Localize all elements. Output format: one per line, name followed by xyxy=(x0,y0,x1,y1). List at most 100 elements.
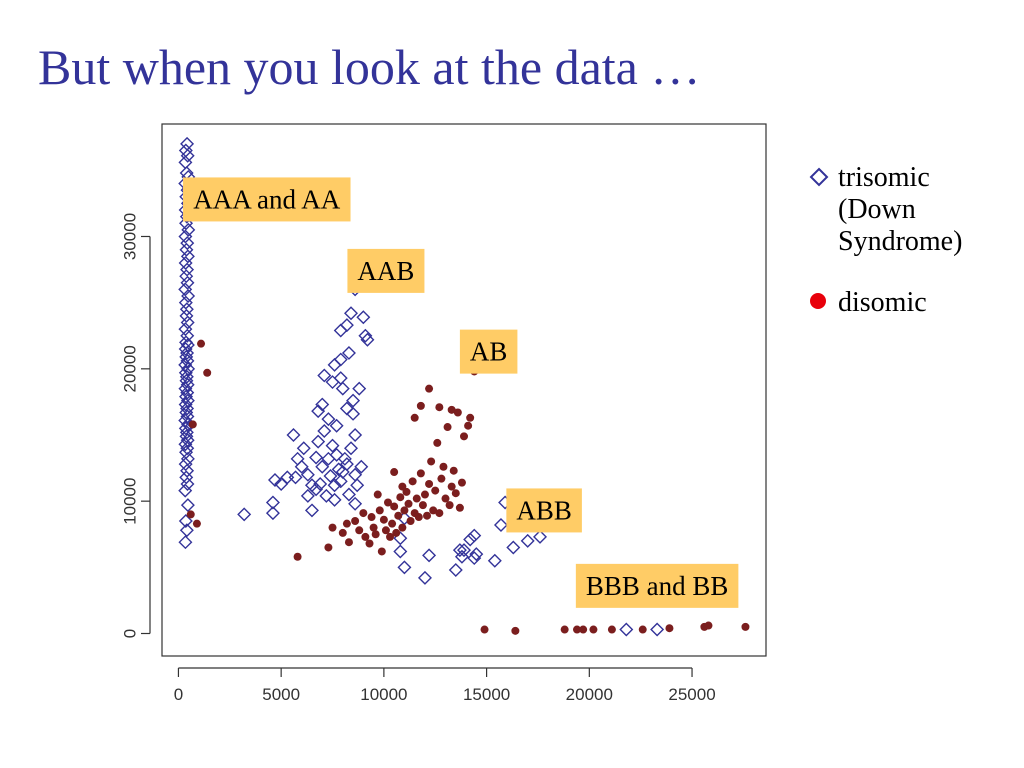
disomic-point xyxy=(435,403,444,412)
trisomic-point xyxy=(178,483,193,498)
disomic-point xyxy=(344,538,353,547)
x-tick-label: 20000 xyxy=(566,685,613,704)
disomic-point xyxy=(371,530,380,539)
trisomic-point xyxy=(178,282,193,297)
trisomic-point xyxy=(467,528,482,543)
disomic-point xyxy=(398,523,407,532)
trisomic-point xyxy=(180,385,195,400)
trisomic-point xyxy=(339,401,354,416)
disomic-point xyxy=(443,423,452,432)
trisomic-point xyxy=(346,393,361,408)
disomic-point xyxy=(383,498,392,507)
disomic-point xyxy=(589,625,598,634)
trisomic-point xyxy=(520,533,535,548)
disomic-point xyxy=(394,511,403,520)
disomic-point xyxy=(365,539,374,548)
trisomic-point xyxy=(341,487,356,502)
disomic-point xyxy=(338,528,347,537)
trisomic-point xyxy=(448,562,463,577)
trisomic-point xyxy=(469,547,484,562)
disomic-point xyxy=(437,474,446,483)
region-label: AAA and AA xyxy=(193,184,340,214)
disomic-point xyxy=(373,490,382,499)
legend-item-trisomic: trisomic (Down Syndrome) xyxy=(808,162,1008,259)
trisomic-point xyxy=(506,540,521,555)
trisomic-point xyxy=(397,560,412,575)
trisomic-point xyxy=(454,549,469,564)
trisomic-point xyxy=(178,535,193,550)
trisomic-point xyxy=(178,413,193,428)
trisomic-point xyxy=(265,495,280,510)
trisomic-point xyxy=(181,222,196,237)
trisomic-point xyxy=(354,459,369,474)
slide-title: But when you look at the data … xyxy=(38,39,701,95)
disomic-point xyxy=(355,526,364,535)
trisomic-point xyxy=(180,409,195,424)
disomic-point xyxy=(480,625,489,634)
disomic-point xyxy=(449,466,458,475)
trisomic-point xyxy=(393,544,408,559)
x-axis: 0 5000 10000 15000 20000 25000 xyxy=(174,667,716,704)
trisomic-point xyxy=(360,332,375,347)
disomic-point xyxy=(197,339,206,348)
trisomic-point xyxy=(180,345,195,360)
trisomic-point xyxy=(533,529,548,544)
trisomic-point xyxy=(180,328,195,343)
region-label-box xyxy=(459,329,518,374)
disomic-point xyxy=(579,625,588,634)
disomic-point xyxy=(388,519,397,528)
disomic-point xyxy=(361,532,370,541)
x-tick-label: 0 xyxy=(174,685,183,704)
disomic-point xyxy=(435,509,444,518)
trisomic-point xyxy=(179,470,194,485)
trisomic-point xyxy=(179,308,194,323)
trisomic-point xyxy=(181,289,196,304)
trisomic-point xyxy=(315,459,330,474)
trisomic-point xyxy=(337,451,352,466)
y-tick-label: 10000 xyxy=(121,478,140,525)
trisomic-point xyxy=(179,302,194,317)
trisomic-point xyxy=(179,405,194,420)
disomic-point xyxy=(451,489,460,498)
disomic-point xyxy=(423,511,432,520)
trisomic-point xyxy=(178,295,193,310)
trisomic-point xyxy=(327,357,342,372)
trisomic-point xyxy=(319,488,334,503)
disomic-point xyxy=(560,625,569,634)
plot-frame xyxy=(161,123,767,657)
disomic-point xyxy=(511,626,520,635)
trisomic-point xyxy=(180,236,195,251)
trisomic-point xyxy=(344,306,358,321)
trisomic-point xyxy=(180,275,195,290)
trisomic-point xyxy=(178,437,193,452)
trisomic-point xyxy=(457,543,471,558)
trisomic-point xyxy=(180,315,195,330)
disomic-point xyxy=(416,469,425,478)
trisomic-point xyxy=(417,570,432,585)
disomic-point xyxy=(466,413,475,422)
disomic-point xyxy=(400,506,409,515)
disomic-point xyxy=(572,625,581,634)
disomic-point xyxy=(381,526,390,535)
trisomic-point xyxy=(179,242,194,257)
region-label-box xyxy=(183,177,351,222)
disomic-point xyxy=(375,506,384,515)
disomic-point xyxy=(455,503,464,512)
y-tick-label: 30000 xyxy=(121,213,140,260)
trisomic-point xyxy=(339,457,354,472)
trisomic-point xyxy=(180,476,195,491)
disomic-point xyxy=(457,478,466,487)
trisomic-point xyxy=(309,482,324,497)
disomic-point xyxy=(398,482,407,491)
trisomic-point xyxy=(179,269,194,284)
disomic-point xyxy=(192,519,201,528)
disomic-point xyxy=(203,368,212,377)
trisomic-point xyxy=(178,381,193,396)
trisomic-point xyxy=(325,438,340,453)
trisomic-point xyxy=(339,318,354,333)
trisomic-point xyxy=(180,353,195,368)
trisomic-point xyxy=(311,434,326,449)
trisomic-point xyxy=(180,498,195,513)
trisomic-point xyxy=(280,470,295,485)
disomic-point xyxy=(408,477,417,486)
